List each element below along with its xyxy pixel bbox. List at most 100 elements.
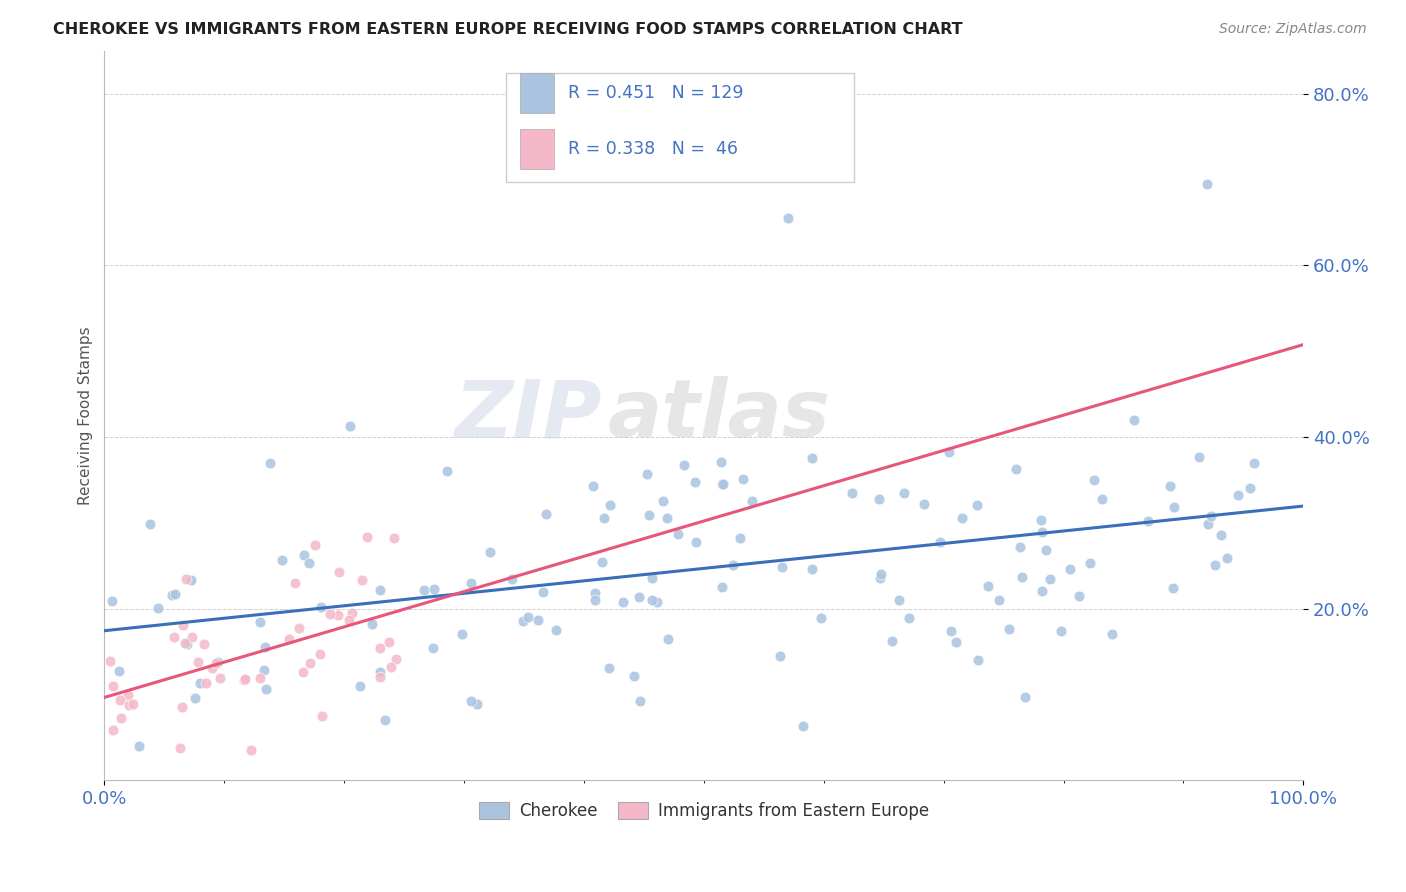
- Point: [259, 456, 281, 470]
- Point: [297, 556, 319, 570]
- Point: [1010, 541, 1032, 555]
- Point: [450, 626, 472, 640]
- Point: [657, 632, 679, 646]
- FancyBboxPatch shape: [506, 72, 853, 182]
- Point: [640, 592, 662, 607]
- Point: [169, 741, 191, 756]
- Point: [180, 573, 202, 587]
- Point: [304, 538, 326, 552]
- Point: [208, 671, 231, 685]
- Point: [882, 633, 904, 648]
- Point: [173, 635, 195, 649]
- Point: [422, 640, 444, 655]
- Point: [100, 654, 122, 668]
- Point: [382, 531, 405, 545]
- Point: [1239, 482, 1261, 496]
- Text: Source: ZipAtlas.com: Source: ZipAtlas.com: [1219, 22, 1367, 37]
- Point: [897, 611, 920, 625]
- Point: [249, 671, 271, 685]
- Point: [337, 614, 360, 628]
- Point: [352, 574, 374, 588]
- Point: [1059, 562, 1081, 576]
- Point: [254, 640, 277, 654]
- Point: [188, 676, 211, 690]
- Point: [339, 419, 361, 434]
- Point: [254, 681, 277, 696]
- Point: [1011, 570, 1033, 584]
- Point: [685, 535, 707, 549]
- Point: [176, 636, 198, 650]
- Point: [1091, 492, 1114, 507]
- Point: [139, 517, 162, 532]
- Point: [544, 623, 567, 637]
- Point: [966, 499, 988, 513]
- Point: [467, 697, 489, 711]
- Point: [1197, 177, 1219, 191]
- Point: [1227, 488, 1250, 502]
- Point: [1031, 525, 1053, 540]
- Point: [356, 530, 378, 544]
- Legend: Cherokee, Immigrants from Eastern Europe: Cherokee, Immigrants from Eastern Europe: [472, 795, 935, 827]
- Point: [1014, 690, 1036, 704]
- Point: [174, 572, 197, 586]
- Point: [180, 630, 202, 644]
- Point: [172, 700, 194, 714]
- Point: [1049, 624, 1071, 638]
- Point: [1039, 573, 1062, 587]
- Point: [1188, 450, 1211, 464]
- Point: [1204, 558, 1226, 573]
- Point: [349, 679, 371, 693]
- Point: [232, 673, 254, 687]
- Point: [599, 499, 621, 513]
- Point: [165, 587, 187, 601]
- FancyBboxPatch shape: [520, 128, 554, 169]
- Y-axis label: Receiving Food Stamps: Receiving Food Stamps: [79, 326, 93, 505]
- Point: [1136, 514, 1159, 528]
- Point: [292, 548, 315, 562]
- Point: [342, 607, 364, 621]
- Point: [868, 492, 890, 507]
- Point: [623, 669, 645, 683]
- Point: [841, 486, 863, 500]
- Point: [966, 653, 988, 667]
- Point: [311, 709, 333, 723]
- Point: [318, 607, 340, 622]
- Point: [637, 508, 659, 523]
- Point: [945, 634, 967, 648]
- Point: [101, 594, 124, 608]
- Point: [583, 586, 606, 600]
- Point: [741, 494, 763, 508]
- Point: [710, 455, 733, 469]
- Point: [683, 475, 706, 490]
- Point: [673, 458, 696, 472]
- Text: CHEROKEE VS IMMIGRANTS FROM EASTERN EUROPE RECEIVING FOOD STAMPS CORRELATION CHA: CHEROKEE VS IMMIGRANTS FROM EASTERN EURO…: [53, 22, 963, 37]
- Point: [288, 621, 311, 635]
- Point: [527, 613, 550, 627]
- Point: [583, 592, 606, 607]
- Point: [308, 647, 330, 661]
- Point: [531, 585, 554, 599]
- Point: [938, 445, 960, 459]
- Point: [792, 718, 814, 732]
- Point: [1031, 512, 1053, 526]
- Point: [770, 560, 793, 574]
- Point: [117, 689, 139, 703]
- Point: [810, 611, 832, 625]
- Point: [271, 553, 294, 567]
- Point: [101, 679, 124, 693]
- Point: [361, 617, 384, 632]
- Point: [1159, 478, 1181, 492]
- Point: [1101, 626, 1123, 640]
- Point: [292, 665, 315, 679]
- Point: [1161, 582, 1184, 596]
- Point: [893, 486, 915, 500]
- Point: [163, 630, 186, 644]
- Point: [1067, 589, 1090, 603]
- Point: [1163, 500, 1185, 515]
- Point: [183, 691, 205, 706]
- Point: [721, 558, 744, 573]
- Point: [380, 659, 402, 673]
- Point: [478, 545, 501, 559]
- FancyBboxPatch shape: [520, 72, 554, 112]
- Point: [107, 664, 129, 678]
